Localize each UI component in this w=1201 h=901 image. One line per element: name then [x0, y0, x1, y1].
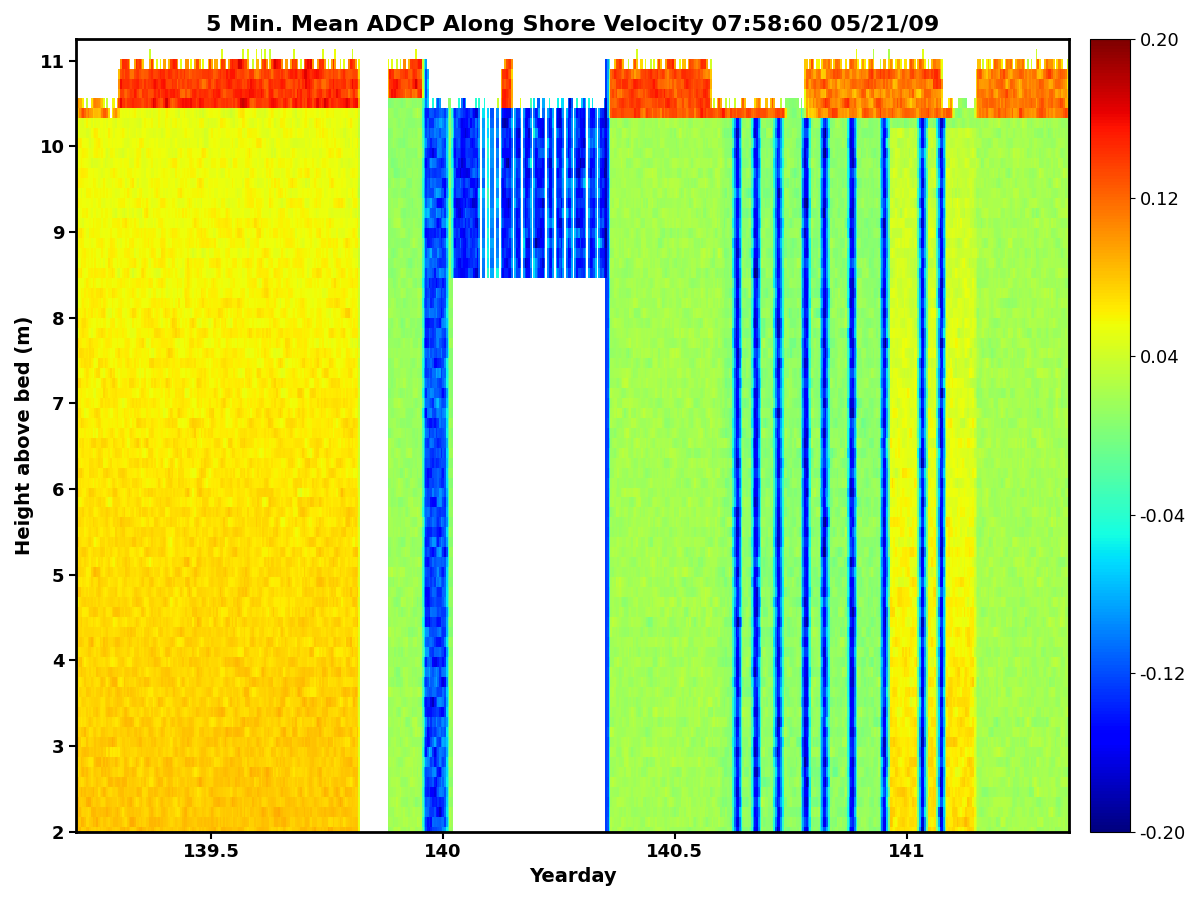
X-axis label: Yearday: Yearday	[528, 867, 616, 886]
Y-axis label: Height above bed (m): Height above bed (m)	[14, 315, 34, 555]
Title: 5 Min. Mean ADCP Along Shore Velocity 07:58:60 05/21/09: 5 Min. Mean ADCP Along Shore Velocity 07…	[207, 15, 939, 35]
